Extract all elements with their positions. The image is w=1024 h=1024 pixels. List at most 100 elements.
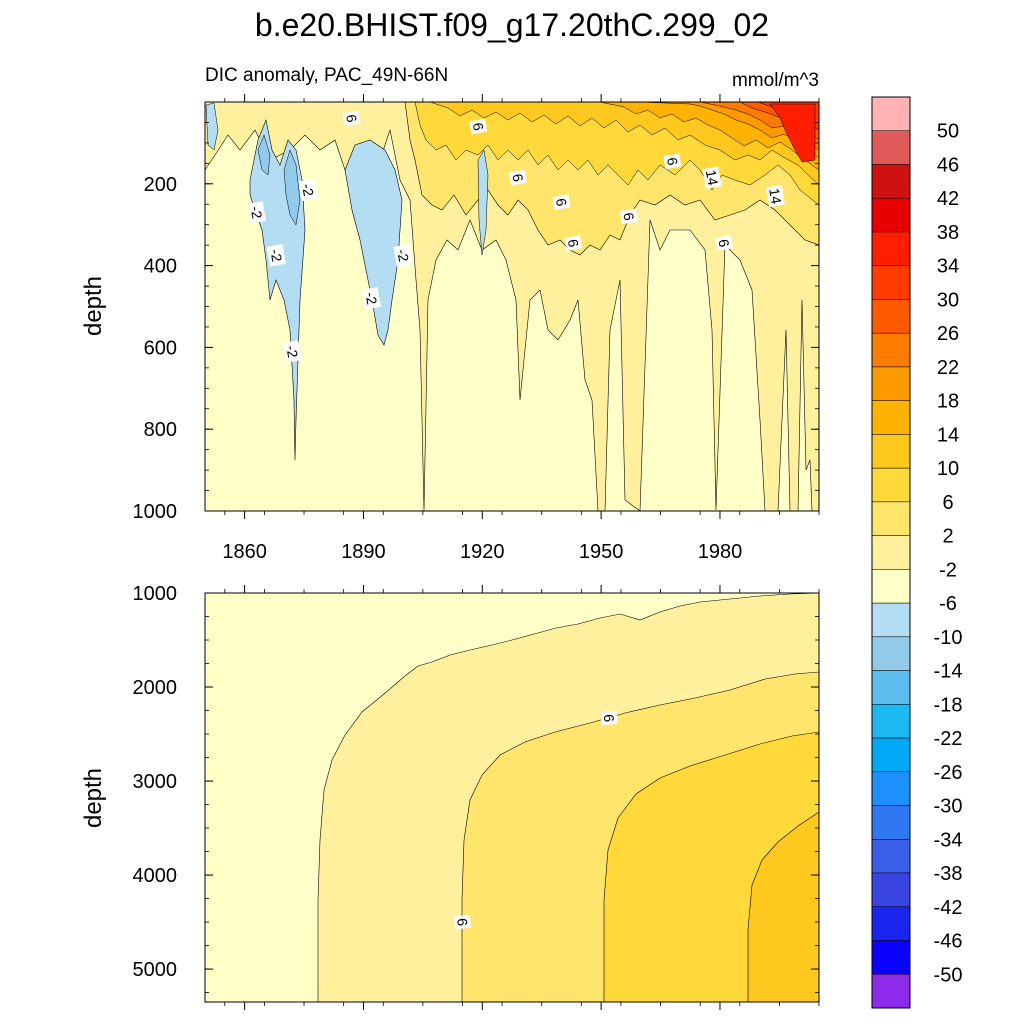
contour-label-text: -2: [394, 248, 412, 263]
contour-label-text: 6: [664, 156, 681, 167]
upper-neg-region-1b: [283, 149, 301, 226]
chart-title: b.e20.BHIST.f09_g17.20thC.299_02: [255, 7, 769, 43]
contour-label-bg: [714, 235, 733, 251]
lower-contour-labels: 66: [453, 710, 618, 930]
contour-label: 14: [765, 184, 786, 208]
contour-label-bg: [282, 340, 302, 363]
colorbar-label: 18: [937, 391, 959, 413]
upper-contour-labels: 6 6 6 6 6 6 6 14 14 6 -2 -2 -2 -2 -2 -2: [246, 110, 786, 363]
x-tick-label: 1980: [698, 541, 743, 563]
contour-label: -2: [298, 178, 318, 202]
contour-label: 6: [564, 235, 583, 251]
y-tick-label: 1000: [133, 583, 178, 605]
colorbar-box: [871, 805, 911, 840]
contour-label-bg: [298, 178, 318, 202]
y-tick-label: 400: [144, 256, 177, 278]
colorbar-box: [871, 839, 911, 874]
upper-neg-region-2: [344, 139, 403, 346]
contour-label-text: 6: [715, 238, 732, 249]
contour-label: 6: [714, 235, 733, 251]
colorbar-box: [871, 434, 911, 469]
lower-contour-14to18: [747, 811, 819, 1002]
colorbar-label: 6: [942, 492, 953, 514]
colorbar-box: [871, 872, 911, 908]
colorbar-label: -42: [934, 897, 963, 919]
contour-label-text: 6: [509, 172, 526, 183]
upper-plot-area: [205, 102, 819, 511]
upper-neg-region-4: [205, 102, 219, 151]
contour-label: -2: [246, 201, 267, 224]
contour-label-bg: [361, 287, 381, 310]
colorbar-label: -38: [934, 863, 963, 885]
colorbar-label: -14: [934, 661, 963, 683]
colorbar-box: [871, 231, 911, 266]
colorbar-box: [871, 737, 911, 773]
y-tick-label: 200: [144, 174, 177, 196]
y-tick-label: 4000: [133, 865, 178, 887]
colorbar-box: [871, 602, 911, 638]
contour-label-bg: [469, 118, 488, 135]
y-tick-label: 5000: [133, 959, 178, 981]
y-tick-label: 600: [144, 337, 177, 359]
contour-label-text: 14: [703, 169, 721, 187]
contour-label: 14: [702, 166, 722, 189]
y-tick-label: 1000: [133, 501, 178, 523]
contour-label: 6: [663, 153, 682, 170]
colorbar-label: 38: [937, 222, 959, 244]
colorbar-label: 2: [942, 526, 953, 548]
contour-label-bg: [702, 166, 722, 189]
colorbar-box: [871, 197, 911, 233]
contour-label-text: -2: [283, 344, 301, 359]
chart-subtitle: DIC anomaly, PAC_49N-66N: [205, 65, 448, 86]
contour-label: -2: [393, 244, 413, 267]
contour-label-text: -2: [248, 205, 266, 220]
contour-label-bg: [266, 244, 286, 267]
colorbar-label: 50: [937, 121, 959, 143]
colorbar-box: [871, 299, 911, 334]
colorbar-box: [871, 636, 911, 671]
lower-plot-area: [205, 593, 819, 1002]
x-tick-label: 1950: [579, 541, 624, 563]
contour-label-bg: [600, 710, 618, 726]
colorbar-label: -6: [939, 593, 957, 615]
contour-label: -2: [266, 244, 286, 267]
colorbar-box: [871, 332, 911, 368]
colorbar-box: [871, 940, 911, 975]
upper-ylabel: depth: [80, 276, 107, 336]
contour-label-bg: [508, 169, 527, 186]
contour-label-text: 6: [565, 238, 582, 249]
contour-label-bg: [246, 201, 267, 224]
contour-label: -2: [361, 287, 381, 310]
contour-label-text: -2: [299, 182, 317, 197]
contour-label-text: 6: [454, 917, 471, 926]
colorbar-label: 26: [937, 323, 959, 345]
contour-label: 6: [619, 208, 638, 225]
lower-plot-frame: [204, 592, 820, 1003]
colorbar-label: -18: [934, 694, 963, 716]
colorbar-box: [871, 265, 911, 300]
contour-label-text: 14: [766, 187, 784, 205]
colorbar-label: -2: [939, 559, 957, 581]
colorbar-box: [871, 974, 911, 1009]
contour-label: -2: [282, 340, 302, 363]
colorbar-label: 10: [937, 458, 959, 480]
contour-label-text: -2: [267, 248, 285, 263]
contour-label: 6: [342, 110, 361, 127]
colorbar-box: [871, 771, 911, 806]
colorbar: 50 46 42 38 34 30 26 22 18 14 10 6 2 -2 -6 -10 -14 -18 -22…: [871, 96, 963, 1009]
contour-label-bg: [342, 110, 361, 127]
contour-label-text: -2: [362, 291, 380, 306]
colorbar-label: 34: [937, 256, 959, 278]
contour-label-bg: [619, 208, 638, 225]
contour-label-text: 6: [343, 113, 360, 124]
colorbar-box: [871, 366, 911, 401]
contour-label-bg: [393, 244, 413, 267]
lower-ylabel: depth: [80, 768, 107, 828]
colorbar-box: [871, 670, 911, 705]
y-tick-label: 3000: [133, 771, 178, 793]
colorbar-box: [871, 400, 911, 435]
contour-label-bg: [564, 235, 583, 251]
contour-label-text: 6: [470, 121, 487, 132]
